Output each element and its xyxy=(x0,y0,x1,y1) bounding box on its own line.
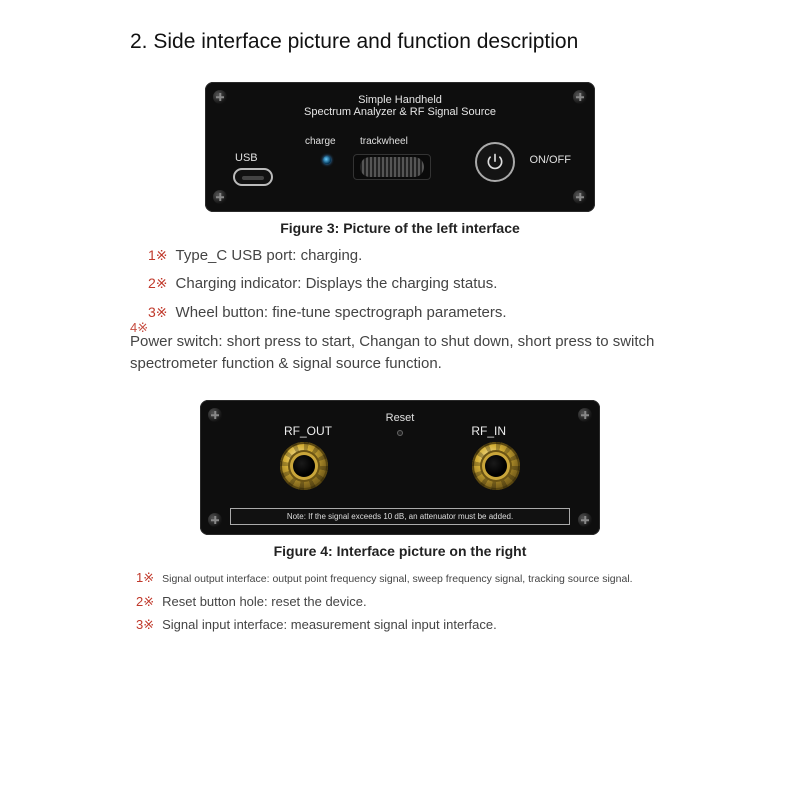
list-item: 1※ Signal output interface: output point… xyxy=(136,569,740,587)
sma-connector-out-icon xyxy=(280,442,328,490)
list-item: 2※ Reset button hole: reset the device. xyxy=(136,593,740,611)
item-text: Reset button hole: reset the device. xyxy=(162,593,367,611)
device-left-interface: Simple Handheld Spectrum Analyzer & RF S… xyxy=(205,82,595,212)
trackwheel-icon xyxy=(353,154,431,180)
charge-led-icon xyxy=(323,156,331,164)
item-text: Power switch: short press to start, Chan… xyxy=(130,333,654,372)
rf-in-label: RF_IN xyxy=(471,424,506,438)
list-item-4-wrapped: 4※ Power switch: short press to start, C… xyxy=(130,331,720,375)
list-item: 1※ Type_C USB port: charging. xyxy=(148,246,720,266)
figure-3-caption: Figure 3: Picture of the left interface xyxy=(20,220,780,236)
list-item: 3※ Wheel button: fine-tune spectrograph … xyxy=(148,303,720,323)
item-number: 2※ xyxy=(148,274,168,293)
list-item: 2※ Charging indicator: Displays the char… xyxy=(148,274,720,294)
item-text: Signal output interface: output point fr… xyxy=(162,572,632,586)
item-text: Type_C USB port: charging. xyxy=(176,246,363,266)
figure-4-list: 1※ Signal output interface: output point… xyxy=(136,569,740,634)
figure-4-panel: Reset RF_OUT RF_IN Note: If the signal e… xyxy=(20,400,780,535)
device-right-interface: Reset RF_OUT RF_IN Note: If the signal e… xyxy=(200,400,600,535)
item-number: 1※ xyxy=(136,569,154,587)
usb-label: USB xyxy=(235,152,258,164)
item-number: 4※ xyxy=(130,319,148,338)
screw-icon xyxy=(578,513,592,527)
item-number: 2※ xyxy=(136,593,154,611)
reset-label: Reset xyxy=(386,412,415,424)
attenuator-note: Note: If the signal exceeds 10 dB, an at… xyxy=(230,508,570,525)
screw-icon xyxy=(578,408,592,422)
section-title: 2. Side interface picture and function d… xyxy=(130,30,780,54)
item-number: 3※ xyxy=(148,303,168,322)
reset-hole-icon xyxy=(397,430,403,436)
power-button-icon xyxy=(475,142,515,182)
screw-icon xyxy=(573,90,587,104)
trackwheel-label: trackwheel xyxy=(360,136,408,147)
screw-icon xyxy=(208,513,222,527)
device-title-line1: Simple Handheld xyxy=(227,94,573,106)
figure-3-panel: Simple Handheld Spectrum Analyzer & RF S… xyxy=(20,82,780,212)
screw-icon xyxy=(208,408,222,422)
sma-connector-in-icon xyxy=(472,442,520,490)
item-text: Charging indicator: Displays the chargin… xyxy=(176,274,498,294)
item-text: Wheel button: fine-tune spectrograph par… xyxy=(176,303,507,323)
charge-label: charge xyxy=(305,136,336,147)
screw-icon xyxy=(213,90,227,104)
item-number: 3※ xyxy=(136,616,154,634)
item-text: Signal input interface: measurement sign… xyxy=(162,616,497,634)
usb-c-port-icon xyxy=(233,168,273,186)
device-title-line2: Spectrum Analyzer & RF Signal Source xyxy=(227,106,573,118)
item-number: 1※ xyxy=(148,246,168,265)
onoff-label: ON/OFF xyxy=(529,154,571,166)
list-item: 3※ Signal input interface: measurement s… xyxy=(136,616,740,634)
figure-4-caption: Figure 4: Interface picture on the right xyxy=(20,543,780,559)
rf-out-label: RF_OUT xyxy=(284,424,332,438)
figure-3-list: 1※ Type_C USB port: charging. 2※ Chargin… xyxy=(148,246,720,323)
